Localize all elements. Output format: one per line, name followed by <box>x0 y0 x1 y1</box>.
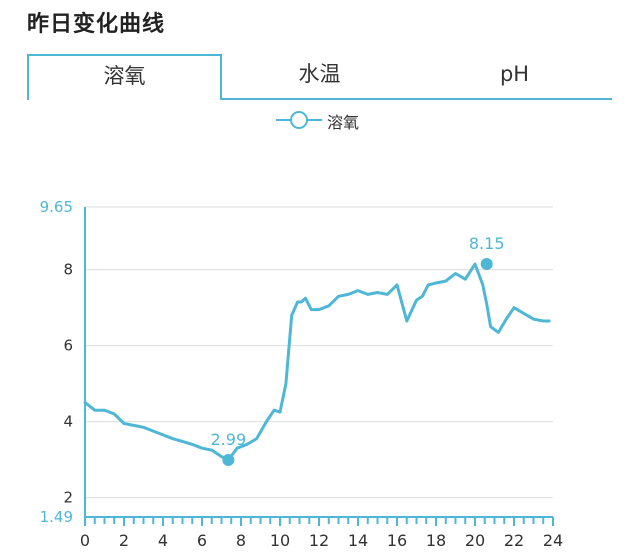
y-tick-label: 8 <box>63 261 73 279</box>
tab-underline <box>27 98 612 100</box>
series-line <box>83 262 551 462</box>
x-tick-label: 0 <box>80 531 90 550</box>
x-tick-label: 18 <box>426 531 446 550</box>
y-tick-label: 2 <box>63 489 73 507</box>
data-label: 8.15 <box>469 234 505 253</box>
x-tick-label: 22 <box>504 531 524 550</box>
tab-dissolved-oxygen[interactable]: 溶氧 <box>27 54 222 100</box>
data-label: 2.99 <box>211 430 247 449</box>
x-tick-label: 14 <box>348 531 368 550</box>
x-tick-label: 4 <box>158 531 168 550</box>
extreme-point-marker <box>480 257 493 270</box>
x-tick-label: 8 <box>236 531 246 550</box>
tab-bar: 溶氧 水温 pH <box>27 54 612 100</box>
y-tick-label: 4 <box>63 413 73 431</box>
x-tick-label: 12 <box>309 531 329 550</box>
x-tick-label: 16 <box>387 531 407 550</box>
legend-label: 溶氧 <box>327 113 360 132</box>
y-tick-label: 6 <box>63 337 73 355</box>
x-tick-label: 2 <box>119 531 129 550</box>
page-title: 昨日变化曲线 <box>27 12 166 37</box>
extreme-point-marker <box>222 454 235 467</box>
legend-line-marker-icon <box>276 111 322 129</box>
y-tick-label: 1.49 <box>40 508 73 526</box>
tab-ph[interactable]: pH <box>499 62 530 86</box>
x-tick-label: 24 <box>543 531 563 550</box>
tab-water-temperature[interactable]: 水温 <box>298 62 341 86</box>
x-tick-label: 20 <box>465 531 485 550</box>
x-tick-label: 6 <box>197 531 207 550</box>
x-tick-label: 10 <box>270 531 290 550</box>
y-tick-label: 9.65 <box>40 198 73 216</box>
